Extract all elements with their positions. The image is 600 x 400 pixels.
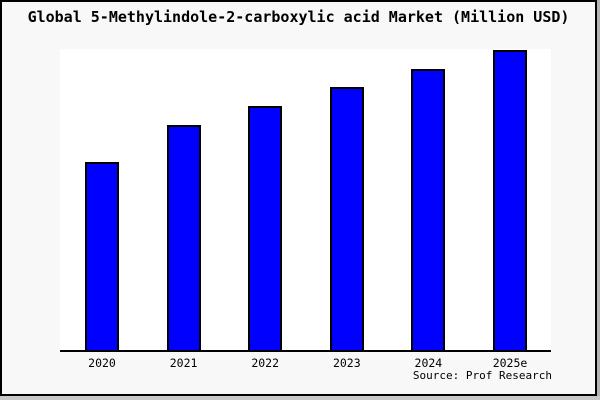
chart-title: Global 5-Methylindole-2-carboxylic acid … xyxy=(27,8,570,26)
source-note: Source: Prof Research xyxy=(412,369,552,382)
figure-shadow-right xyxy=(597,0,600,400)
bar-2022 xyxy=(248,106,283,350)
bar-2024 xyxy=(411,69,446,350)
x-tick-2025e: 2025e xyxy=(492,356,528,370)
bar-2025e xyxy=(493,50,527,350)
x-tick-2023: 2023 xyxy=(332,356,361,370)
bar-2023 xyxy=(329,87,364,350)
x-tick-2021: 2021 xyxy=(169,356,198,370)
x-tick-2024: 2024 xyxy=(414,356,443,370)
x-axis-labels: 2020 2021 2022 2023 2024 2025e xyxy=(0,356,600,372)
bar-2020 xyxy=(85,162,119,350)
bar-2021 xyxy=(166,125,201,350)
plot-area xyxy=(60,49,551,352)
x-tick-2020: 2020 xyxy=(88,356,116,370)
x-tick-2022: 2022 xyxy=(251,356,280,370)
figure-shadow-bottom xyxy=(0,396,600,400)
